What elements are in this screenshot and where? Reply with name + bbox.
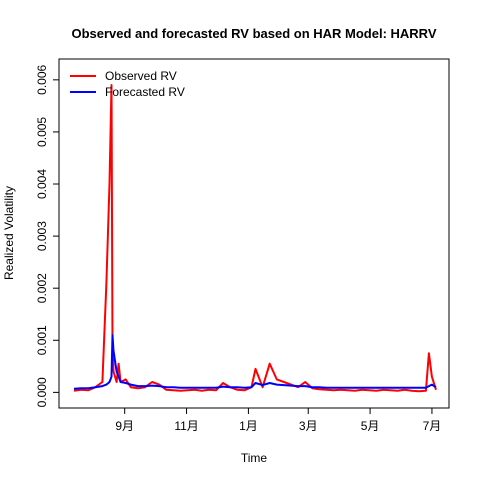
- y-tick-label: 0.002: [35, 273, 49, 303]
- legend-label: Observed RV: [105, 69, 177, 83]
- legend-label: Forecasted RV: [105, 85, 185, 99]
- x-tick-label: 7月: [423, 419, 442, 433]
- y-tick-label: 0.005: [35, 117, 49, 147]
- x-tick-label: 9月: [115, 419, 134, 433]
- y-axis-label: Realized Volatility: [2, 186, 16, 280]
- y-axis: 0.000 0.001 0.002 0.003 0.004 0.005 0.006: [35, 64, 60, 407]
- y-tick-label: 0.003: [35, 221, 49, 251]
- x-axis: 9月 11月 1月 3月 5月 7月: [115, 407, 442, 433]
- x-axis-label: Time: [241, 451, 268, 465]
- series-layer: [73, 84, 437, 393]
- y-tick-label: 0.006: [35, 64, 49, 94]
- y-tick-label: 0.000: [35, 377, 49, 407]
- chart-title: Observed and forecasted RV based on HAR …: [71, 26, 436, 41]
- y-tick-label: 0.004: [35, 169, 49, 199]
- x-tick-label: 11月: [174, 419, 198, 433]
- y-tick-label: 0.001: [35, 325, 49, 355]
- legend: Observed RV Forecasted RV: [70, 69, 185, 99]
- observed-rv-line: [73, 84, 437, 393]
- forecasted-rv-line: [73, 334, 437, 390]
- x-tick-label: 1月: [239, 419, 258, 433]
- plot-frame: [58, 58, 450, 409]
- x-tick-label: 5月: [361, 419, 380, 433]
- x-tick-label: 3月: [299, 419, 318, 433]
